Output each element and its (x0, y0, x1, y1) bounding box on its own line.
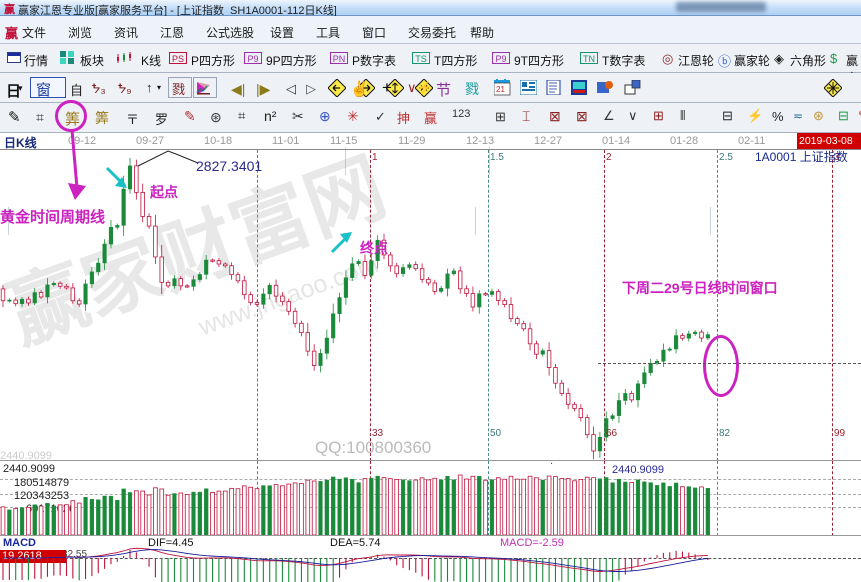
svg-text:21: 21 (496, 85, 505, 94)
